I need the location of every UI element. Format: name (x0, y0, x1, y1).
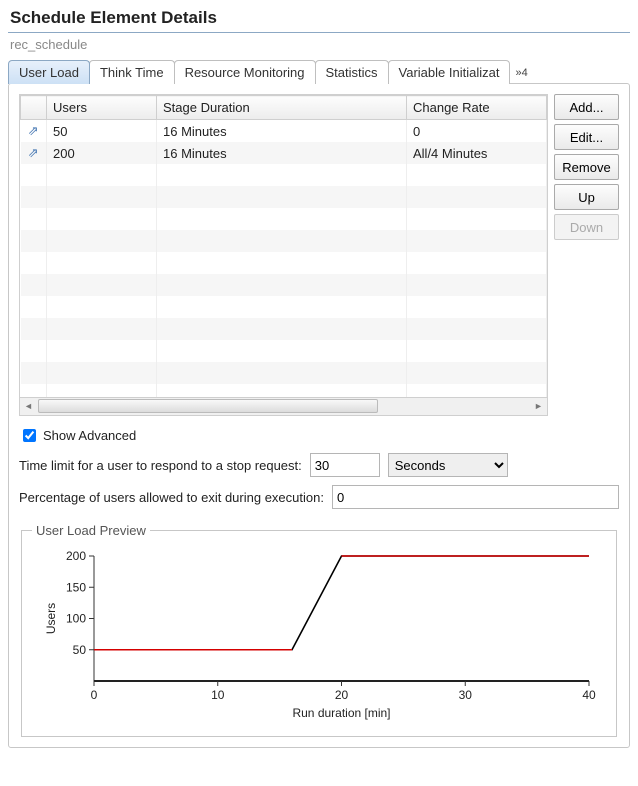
column-header[interactable]: Users (47, 96, 157, 120)
table-row[interactable]: ⇗5016 Minutes0 (21, 120, 547, 143)
time-limit-label: Time limit for a user to respond to a st… (19, 458, 302, 473)
column-header[interactable]: Stage Duration (157, 96, 407, 120)
up-button[interactable]: Up (554, 184, 619, 210)
svg-text:150: 150 (66, 580, 86, 594)
add-button[interactable]: Add... (554, 94, 619, 120)
tab-user-load[interactable]: User Load (8, 60, 90, 84)
cell-change_rate: 0 (407, 120, 547, 143)
time-limit-unit-select[interactable]: SecondsMinutesHours (388, 453, 508, 477)
tab-bar: User LoadThink TimeResource MonitoringSt… (8, 58, 630, 84)
svg-text:40: 40 (582, 688, 596, 702)
table-row-empty (21, 164, 547, 186)
show-advanced-label: Show Advanced (43, 428, 136, 443)
schedule-name: rec_schedule (8, 37, 630, 58)
stage-icon: ⇗ (21, 120, 47, 143)
svg-text:Run duration [min]: Run duration [min] (292, 706, 390, 720)
cell-users: 50 (47, 120, 157, 143)
table-row-empty (21, 384, 547, 398)
table-row-empty (21, 208, 547, 230)
tab-think-time[interactable]: Think Time (89, 60, 175, 84)
table-row-empty (21, 296, 547, 318)
user-load-chart: 50 100 150 200 0 10 20 30 40 Run duration [min] Us… (32, 546, 606, 726)
divider (8, 32, 630, 33)
tab-overflow-icon[interactable]: »4 (511, 62, 531, 84)
svg-text:0: 0 (91, 688, 98, 702)
scroll-right-arrow[interactable]: ► (530, 398, 547, 414)
user-load-preview-group: User Load Preview 50 100 150 200 0 10 20 30 40 Ru… (21, 523, 617, 737)
table-row[interactable]: ⇗20016 MinutesAll/4 Minutes (21, 142, 547, 164)
user-load-table: UsersStage DurationChange Rate ⇗5016 Min… (19, 94, 548, 398)
remove-button[interactable]: Remove (554, 154, 619, 180)
stage-icon: ⇗ (21, 142, 47, 164)
horizontal-scrollbar[interactable]: ◄ ► (19, 398, 548, 416)
table-row-empty (21, 340, 547, 362)
table-row-empty (21, 252, 547, 274)
percentage-exit-input[interactable] (332, 485, 619, 509)
tab-resource-monitoring[interactable]: Resource Monitoring (174, 60, 316, 84)
table-row-empty (21, 362, 547, 384)
column-header[interactable] (21, 96, 47, 120)
show-advanced-checkbox[interactable] (23, 429, 36, 442)
table-row-empty (21, 186, 547, 208)
table-row-empty (21, 230, 547, 252)
cell-change_rate: All/4 Minutes (407, 142, 547, 164)
user-load-preview-legend: User Load Preview (32, 523, 150, 538)
svg-text:10: 10 (211, 688, 225, 702)
cell-duration: 16 Minutes (157, 142, 407, 164)
tab-variable-initializat[interactable]: Variable Initializat (388, 60, 511, 84)
svg-text:20: 20 (335, 688, 349, 702)
down-button[interactable]: Down (554, 214, 619, 240)
tab-statistics[interactable]: Statistics (315, 60, 389, 84)
svg-text:Users: Users (44, 603, 58, 634)
time-limit-input[interactable] (310, 453, 380, 477)
column-header[interactable]: Change Rate (407, 96, 547, 120)
cell-users: 200 (47, 142, 157, 164)
table-row-empty (21, 274, 547, 296)
scrollbar-thumb[interactable] (38, 399, 378, 413)
svg-text:200: 200 (66, 549, 86, 563)
page-title: Schedule Element Details (8, 0, 630, 32)
svg-text:100: 100 (66, 612, 86, 626)
table-row-empty (21, 318, 547, 340)
scroll-left-arrow[interactable]: ◄ (20, 398, 37, 414)
percentage-exit-label: Percentage of users allowed to exit duri… (19, 490, 324, 505)
svg-text:50: 50 (73, 643, 87, 657)
tab-content: UsersStage DurationChange Rate ⇗5016 Min… (8, 83, 630, 748)
cell-duration: 16 Minutes (157, 120, 407, 143)
edit-button[interactable]: Edit... (554, 124, 619, 150)
svg-text:30: 30 (459, 688, 473, 702)
